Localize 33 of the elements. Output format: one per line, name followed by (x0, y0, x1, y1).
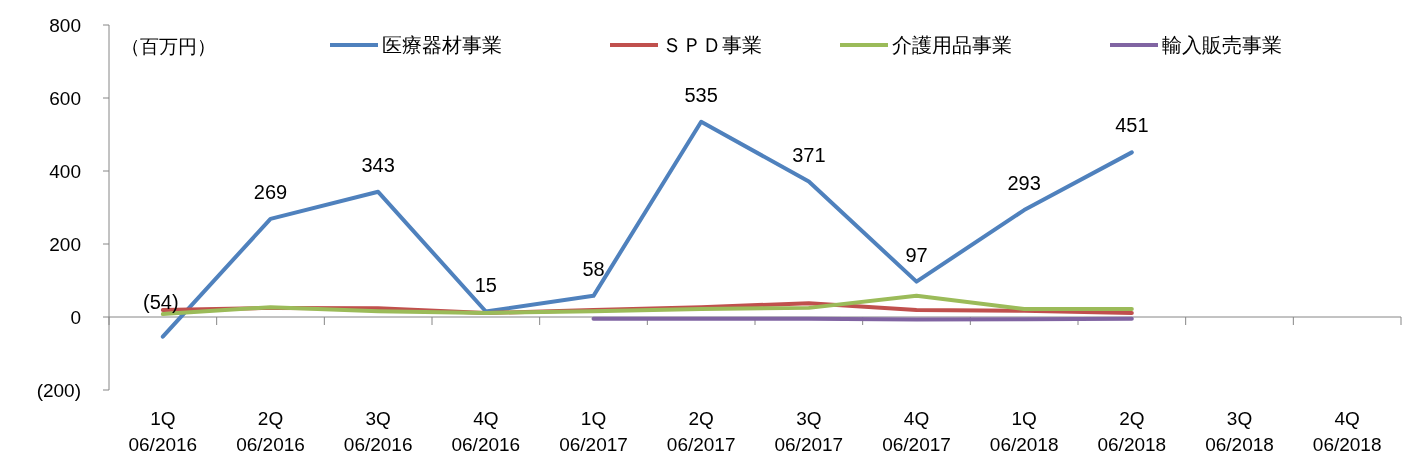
data-label: 451 (1115, 114, 1149, 137)
x-tick-label: 2Q 06/2018 (1097, 408, 1167, 455)
y-tick-label: 600 (49, 87, 81, 109)
data-label: 293 (1007, 172, 1041, 195)
legend-label: 介護用品事業 (892, 34, 1012, 56)
x-tick-label: 1Q 06/2017 (559, 408, 628, 455)
data-label: 343 (361, 153, 395, 176)
x-tick-label: 1Q 06/2018 (989, 408, 1059, 455)
y-tick-label: (200) (36, 379, 81, 401)
y-tick-label: 200 (49, 233, 81, 255)
x-tick-label: 1Q 06/2016 (128, 408, 198, 455)
x-tick-label: 3Q 06/2016 (343, 408, 413, 455)
x-tick-label: 4Q 06/2016 (451, 408, 521, 455)
y-tick-label: 0 (70, 306, 81, 328)
x-tick-label: 3Q 06/2017 (774, 408, 844, 455)
legend-label: 医療器材事業 (382, 34, 502, 56)
data-label: 15 (474, 273, 497, 296)
data-label: 97 (905, 243, 928, 266)
data-label: 535 (684, 83, 718, 106)
legend-label: ＳＰＤ事業 (662, 34, 762, 56)
x-tick-label: 2Q 06/2016 (236, 408, 305, 455)
x-tick-label: 4Q 06/2017 (882, 408, 951, 455)
x-tick-label: 3Q 06/2018 (1205, 408, 1274, 455)
x-tick-label: 4Q 06/2018 (1312, 408, 1382, 455)
x-tick-label: 2Q 06/2017 (666, 408, 736, 455)
y-tick-label: 400 (49, 160, 81, 182)
data-label: 371 (792, 143, 826, 166)
y-tick-label: 800 (49, 14, 81, 36)
annotation: （百万円） (121, 36, 216, 57)
legend-label: 輸入販売事業 (1162, 34, 1282, 56)
data-label: (54) (143, 291, 179, 313)
data-label: 269 (253, 180, 288, 203)
data-label: 58 (582, 257, 605, 280)
